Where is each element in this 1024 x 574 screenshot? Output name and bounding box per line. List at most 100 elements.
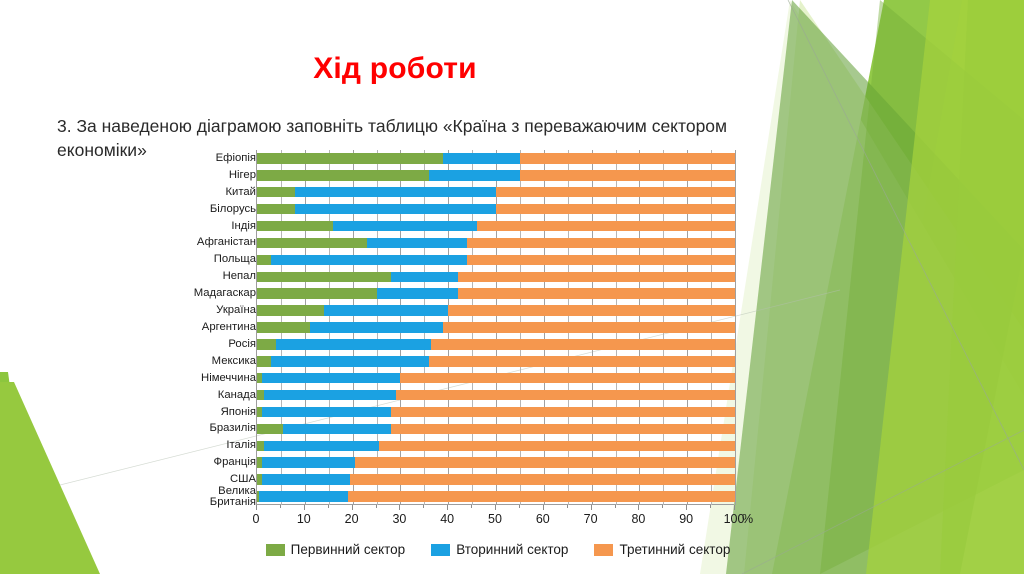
bar-segment	[429, 356, 735, 367]
bar-segment	[257, 491, 260, 502]
category-label: Велика Британія	[209, 484, 256, 508]
bar-segment	[443, 322, 735, 333]
chart-legend: Первинний сектор Вторинний сектор Третинни…	[238, 542, 758, 557]
category-label: Індія	[231, 219, 256, 232]
bar-segment	[295, 203, 496, 215]
bar-row	[257, 288, 735, 299]
x-tick-minor	[710, 505, 712, 508]
category-label: Польща	[213, 253, 256, 266]
bar-row	[257, 389, 735, 401]
bar-segment	[257, 322, 310, 333]
gridline-major	[735, 150, 736, 505]
legend-item[interactable]: Вторинний сектор	[431, 542, 568, 557]
category-label: Китай	[225, 185, 256, 198]
bar-segment	[264, 440, 379, 452]
x-tick-label: 20	[344, 512, 359, 526]
bar-segment	[495, 203, 735, 215]
x-tick	[495, 505, 496, 510]
legend-item[interactable]: Третинний сектор	[594, 542, 730, 557]
bar-segment	[429, 170, 520, 181]
bar-segment	[400, 372, 735, 384]
category-label: США	[229, 473, 256, 486]
bar-row	[257, 203, 735, 215]
bar-segment	[467, 237, 735, 249]
bar-segment	[261, 457, 355, 468]
bar-segment	[257, 440, 265, 452]
category-label: Росія	[228, 337, 256, 350]
bar-segment	[347, 491, 735, 502]
bar-row	[257, 491, 735, 502]
x-tick	[590, 505, 592, 510]
bar-segment	[271, 356, 430, 367]
x-tick	[351, 505, 353, 510]
bar-row	[257, 153, 735, 164]
x-tick-label: 50	[488, 512, 502, 526]
x-tick-minor	[327, 505, 329, 508]
category-label: Франція	[213, 456, 257, 469]
bar-segment	[257, 271, 391, 282]
bar-segment	[257, 203, 296, 215]
bar-row	[257, 271, 735, 282]
bar-row	[257, 474, 735, 485]
bar-row	[257, 457, 735, 468]
x-tick	[638, 505, 640, 510]
category-label: Японія	[220, 405, 256, 418]
x-tick	[734, 505, 735, 510]
bar-segment	[376, 288, 458, 299]
legend-label: Первинний сектор	[290, 542, 406, 557]
category-label: Італія	[226, 439, 256, 452]
bar-segment	[378, 440, 735, 452]
bar-row	[257, 220, 735, 232]
bar-segment	[257, 389, 265, 401]
bar-segment	[261, 406, 391, 418]
category-label: Україна	[216, 304, 256, 317]
x-tick-label: 80	[631, 512, 646, 526]
bar-row	[257, 187, 735, 198]
bar-segment	[259, 491, 348, 502]
x-tick	[686, 505, 688, 510]
bar-segment	[309, 322, 444, 333]
page-title: Хід роботи	[313, 52, 477, 85]
legend-swatch-icon	[431, 543, 451, 556]
bar-segment	[257, 220, 334, 232]
bar-row	[257, 237, 735, 249]
x-tick	[447, 505, 449, 510]
x-tick-minor	[279, 505, 281, 508]
bar-segment	[323, 305, 449, 316]
bar-segment	[519, 170, 735, 181]
x-tick-minor	[471, 505, 473, 508]
x-tick-minor	[375, 505, 377, 508]
x-tick-label: 100	[723, 512, 745, 526]
category-label: Білорусь	[209, 202, 256, 215]
x-tick-minor	[423, 505, 425, 508]
x-tick	[542, 505, 544, 510]
bar-segment	[261, 372, 401, 384]
x-tick-minor	[566, 505, 568, 508]
bar-segment	[271, 254, 468, 266]
bar-row	[257, 339, 735, 350]
bar-segment	[448, 305, 735, 316]
bar-row	[257, 305, 735, 316]
bar-segment	[257, 305, 324, 316]
bar-segment	[390, 423, 735, 435]
x-tick-label: 10	[296, 512, 311, 526]
bar-segment	[457, 271, 735, 282]
legend-item[interactable]: Первинний сектор	[265, 542, 406, 557]
x-tick-label: 90	[679, 512, 694, 526]
x-tick-label: 60	[535, 512, 550, 526]
x-axis-line	[257, 503, 734, 505]
bar-segment	[257, 423, 284, 435]
bar-segment	[257, 406, 262, 418]
bar-segment	[257, 254, 272, 266]
bar-segment	[261, 474, 351, 485]
bar-segment	[257, 288, 377, 299]
bar-segment	[257, 153, 444, 164]
bar-segment	[257, 237, 367, 249]
bar-segment	[443, 153, 520, 164]
x-tick-minor	[518, 505, 520, 508]
category-axis-labels: Ефіопія Нігер Китай Білорусь Індія Афганістан…	[160, 150, 257, 507]
legend-label: Третинний сектор	[619, 542, 731, 557]
category-label: Ефіопія	[215, 151, 256, 164]
bar-segment	[257, 457, 262, 468]
